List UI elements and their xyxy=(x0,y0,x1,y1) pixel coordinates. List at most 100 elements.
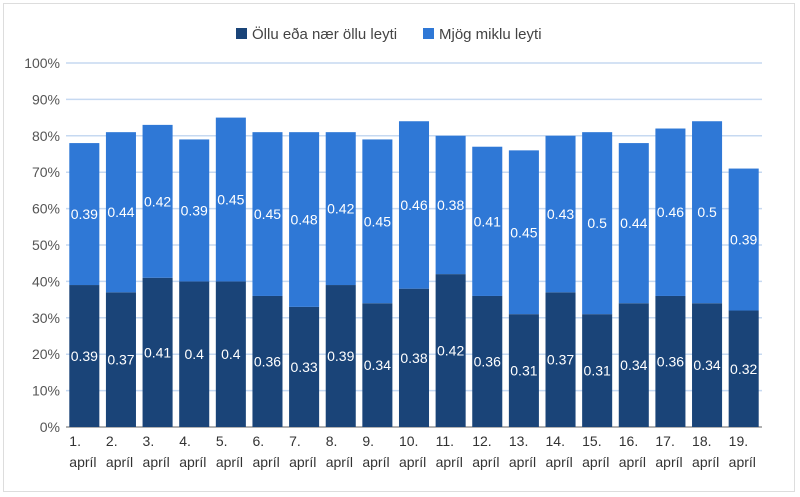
bar-segment xyxy=(289,132,320,307)
x-tick-label: apríl xyxy=(252,454,279,470)
bar-segment xyxy=(472,295,503,427)
chart-frame xyxy=(3,3,795,492)
data-label: 0.39 xyxy=(71,348,98,364)
data-label: 0.36 xyxy=(474,353,501,369)
bar-segment xyxy=(435,135,466,275)
bar-segment xyxy=(655,295,686,427)
y-tick-label: 60% xyxy=(32,201,60,217)
data-label: 0.44 xyxy=(620,215,647,231)
y-tick-label: 20% xyxy=(32,346,60,362)
data-label: 0.38 xyxy=(400,350,427,366)
y-tick-label: 100% xyxy=(24,55,60,71)
data-label: 0.39 xyxy=(730,232,757,248)
x-tick-label: 9. xyxy=(362,433,374,449)
bar-segment xyxy=(692,303,723,427)
data-label: 0.41 xyxy=(144,344,171,360)
data-label: 0.48 xyxy=(290,212,317,228)
legend-swatch xyxy=(423,28,434,39)
data-label: 0.42 xyxy=(327,201,354,217)
x-tick-label: 8. xyxy=(326,433,338,449)
bar-segment xyxy=(618,303,649,427)
data-label: 0.34 xyxy=(620,357,647,373)
x-tick-label: apríl xyxy=(655,454,682,470)
x-tick-label: apríl xyxy=(106,454,133,470)
x-tick-label: 14. xyxy=(546,433,565,449)
data-label: 0.4 xyxy=(184,346,204,362)
x-tick-label: 1. xyxy=(69,433,81,449)
x-tick-label: apríl xyxy=(179,454,206,470)
x-tick-label: 16. xyxy=(619,433,638,449)
x-tick-label: 4. xyxy=(179,433,191,449)
x-tick-label: apríl xyxy=(399,454,426,470)
bar-segment xyxy=(179,281,210,427)
x-tick-label: apríl xyxy=(619,454,646,470)
data-label: 0.45 xyxy=(364,213,391,229)
x-tick-label: apríl xyxy=(509,454,536,470)
x-tick-label: 10. xyxy=(399,433,418,449)
data-label: 0.4 xyxy=(221,346,241,362)
data-label: 0.45 xyxy=(217,192,244,208)
bar-segment xyxy=(69,285,100,427)
y-tick-label: 50% xyxy=(32,237,60,253)
legend-swatch xyxy=(236,28,247,39)
data-label: 0.36 xyxy=(254,353,281,369)
data-label: 0.39 xyxy=(181,202,208,218)
data-label: 0.36 xyxy=(657,353,684,369)
bar-segment xyxy=(618,143,649,304)
x-tick-label: apríl xyxy=(546,454,573,470)
data-label: 0.39 xyxy=(327,348,354,364)
x-tick-label: apríl xyxy=(69,454,96,470)
bar-segment xyxy=(398,288,430,427)
y-tick-label: 70% xyxy=(32,164,60,180)
bar-segment xyxy=(545,292,576,427)
data-label: 0.5 xyxy=(697,204,717,220)
bar-segment xyxy=(362,139,393,304)
bar-segment xyxy=(582,314,613,427)
bar-segment xyxy=(362,303,393,427)
legend-label: Mjög miklu leyti xyxy=(439,26,542,43)
data-label: 0.39 xyxy=(71,206,98,222)
x-tick-label: 19. xyxy=(729,433,748,449)
bar-segment xyxy=(728,310,759,427)
data-label: 0.42 xyxy=(144,193,171,209)
x-tick-label: 13. xyxy=(509,433,528,449)
bar-segment xyxy=(215,117,246,282)
bar-segment xyxy=(69,143,100,286)
bar-segment xyxy=(179,139,210,282)
bar-segment xyxy=(508,150,539,315)
data-label: 0.31 xyxy=(584,363,611,379)
x-tick-label: 7. xyxy=(289,433,301,449)
bar-segment xyxy=(692,121,723,304)
x-tick-label: 15. xyxy=(582,433,601,449)
x-tick-label: 17. xyxy=(655,433,674,449)
data-label: 0.46 xyxy=(400,197,427,213)
bar-segment xyxy=(289,306,320,427)
bar-segment xyxy=(582,132,613,315)
x-tick-label: apríl xyxy=(362,454,389,470)
data-label: 0.33 xyxy=(290,359,317,375)
x-tick-label: apríl xyxy=(326,454,353,470)
x-tick-label: 18. xyxy=(692,433,711,449)
data-label: 0.37 xyxy=(107,352,134,368)
y-tick-label: 80% xyxy=(32,128,60,144)
data-label: 0.5 xyxy=(587,215,607,231)
bar-segment xyxy=(508,314,539,427)
x-tick-label: apríl xyxy=(436,454,463,470)
y-tick-label: 10% xyxy=(32,383,60,399)
bar-segment xyxy=(545,135,576,293)
bar-segment xyxy=(142,277,173,427)
x-tick-label: apríl xyxy=(729,454,756,470)
data-label: 0.34 xyxy=(693,357,720,373)
y-tick-label: 90% xyxy=(32,91,60,107)
data-label: 0.34 xyxy=(364,357,391,373)
x-tick-label: 11. xyxy=(436,433,454,449)
x-tick-label: 5. xyxy=(216,433,228,449)
bar-segment xyxy=(105,132,136,293)
x-tick-label: apríl xyxy=(289,454,316,470)
x-tick-label: apríl xyxy=(472,454,499,470)
bar-segment xyxy=(252,132,283,296)
bar-segment xyxy=(105,292,136,427)
x-tick-label: apríl xyxy=(692,454,719,470)
bar-segment xyxy=(435,274,466,427)
